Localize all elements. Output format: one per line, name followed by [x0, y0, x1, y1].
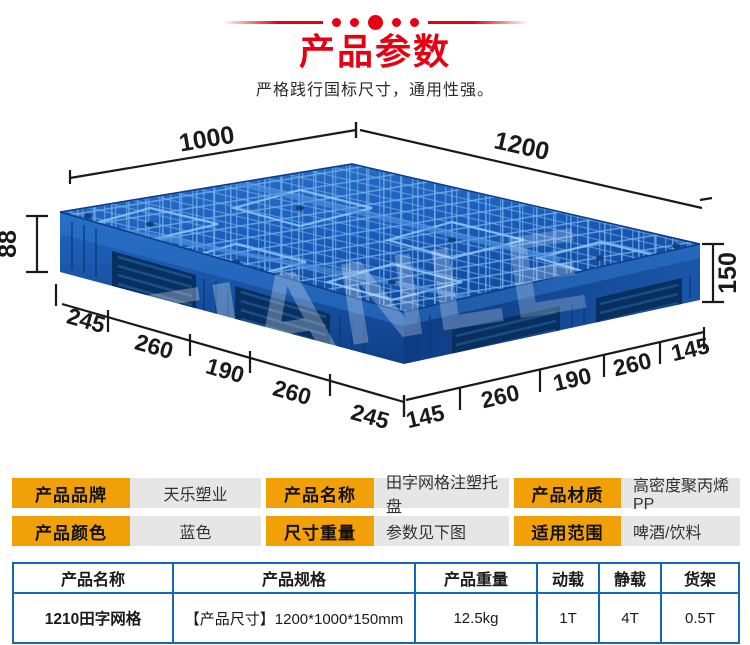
decorative-dot: [331, 17, 341, 27]
dimension-lines: [26, 122, 724, 417]
decorative-dot-center: [367, 14, 383, 30]
spec-key-size-weight: 尺寸重量: [266, 516, 374, 546]
page-title: 产品参数: [298, 31, 451, 72]
table-header-specification: 产品规格: [172, 562, 416, 594]
table-header-rack-load: 货架: [660, 562, 740, 594]
rule-line-left: [222, 20, 323, 24]
spec-value-color: 蓝色: [130, 516, 261, 546]
spec-value-material: 高密度聚丙烯PP: [621, 478, 740, 513]
product-spec-table: 产品名称 产品规格 产品重量 动载 静载 货架 1210田字网格 【产品尺寸】1…: [12, 562, 740, 644]
spec-label-grid: 产品品牌 天乐塑业 产品名称 田字网格注塑托盘 产品材质 高密度聚丙烯PP 产品…: [12, 475, 740, 546]
spec-key-brand: 产品品牌: [12, 478, 130, 508]
decorative-dot: [409, 17, 419, 27]
svg-text:260: 260: [479, 379, 522, 413]
table-header-row: 产品名称 产品规格 产品重量 动载 静载 货架: [12, 562, 740, 594]
spec-key-application: 适用范围: [514, 516, 621, 546]
rule-line-right: [427, 20, 528, 24]
svg-text:260: 260: [270, 375, 314, 411]
decorative-dot-rule: [0, 14, 750, 30]
spec-value-size-weight: 参数见下图: [374, 516, 509, 546]
pallet-diagram: TIANLE: [0, 112, 750, 462]
table-header-dynamic-load: 动载: [536, 562, 600, 594]
decorative-dot: [391, 17, 401, 27]
spec-value-product-name: 田字网格注塑托盘: [374, 475, 509, 516]
page-header: 产品参数 严格践行国标尺寸，通用性强。: [0, 0, 750, 112]
table-row: 1210田字网格 【产品尺寸】1200*1000*150mm 12.5kg 1T…: [12, 592, 740, 644]
svg-text:245: 245: [64, 303, 108, 339]
spec-key-material: 产品材质: [514, 478, 621, 508]
cell-specification: 【产品尺寸】1200*1000*150mm: [172, 592, 416, 644]
table-header-weight: 产品重量: [414, 562, 538, 594]
pallet-diagram-svg: TIANLE: [0, 121, 742, 435]
spec-key-color: 产品颜色: [12, 516, 130, 546]
spec-value-application: 啤酒/饮料: [621, 516, 740, 546]
cell-product-name: 1210田字网格: [12, 592, 174, 644]
table-header-product-name: 产品名称: [12, 562, 174, 594]
dim-label-top-right: 1200: [492, 126, 552, 166]
cell-weight: 12.5kg: [414, 592, 538, 644]
table-header-static-load: 静载: [598, 562, 662, 594]
spec-value-brand: 天乐塑业: [130, 478, 261, 508]
svg-text:145: 145: [669, 332, 712, 366]
page-subtitle: 严格践行国标尺寸，通用性强。: [255, 82, 494, 99]
svg-text:145: 145: [404, 399, 447, 433]
dim-label-right-height: 150: [714, 252, 742, 294]
spec-key-product-name: 产品名称: [266, 478, 374, 508]
dim-label-left-height: 88: [0, 230, 22, 258]
cell-dynamic-load: 1T: [536, 592, 600, 644]
svg-text:245: 245: [348, 399, 392, 435]
cell-static-load: 4T: [598, 592, 662, 644]
svg-text:190: 190: [551, 362, 594, 396]
decorative-dot: [349, 17, 359, 27]
cell-rack-load: 0.5T: [660, 592, 740, 644]
